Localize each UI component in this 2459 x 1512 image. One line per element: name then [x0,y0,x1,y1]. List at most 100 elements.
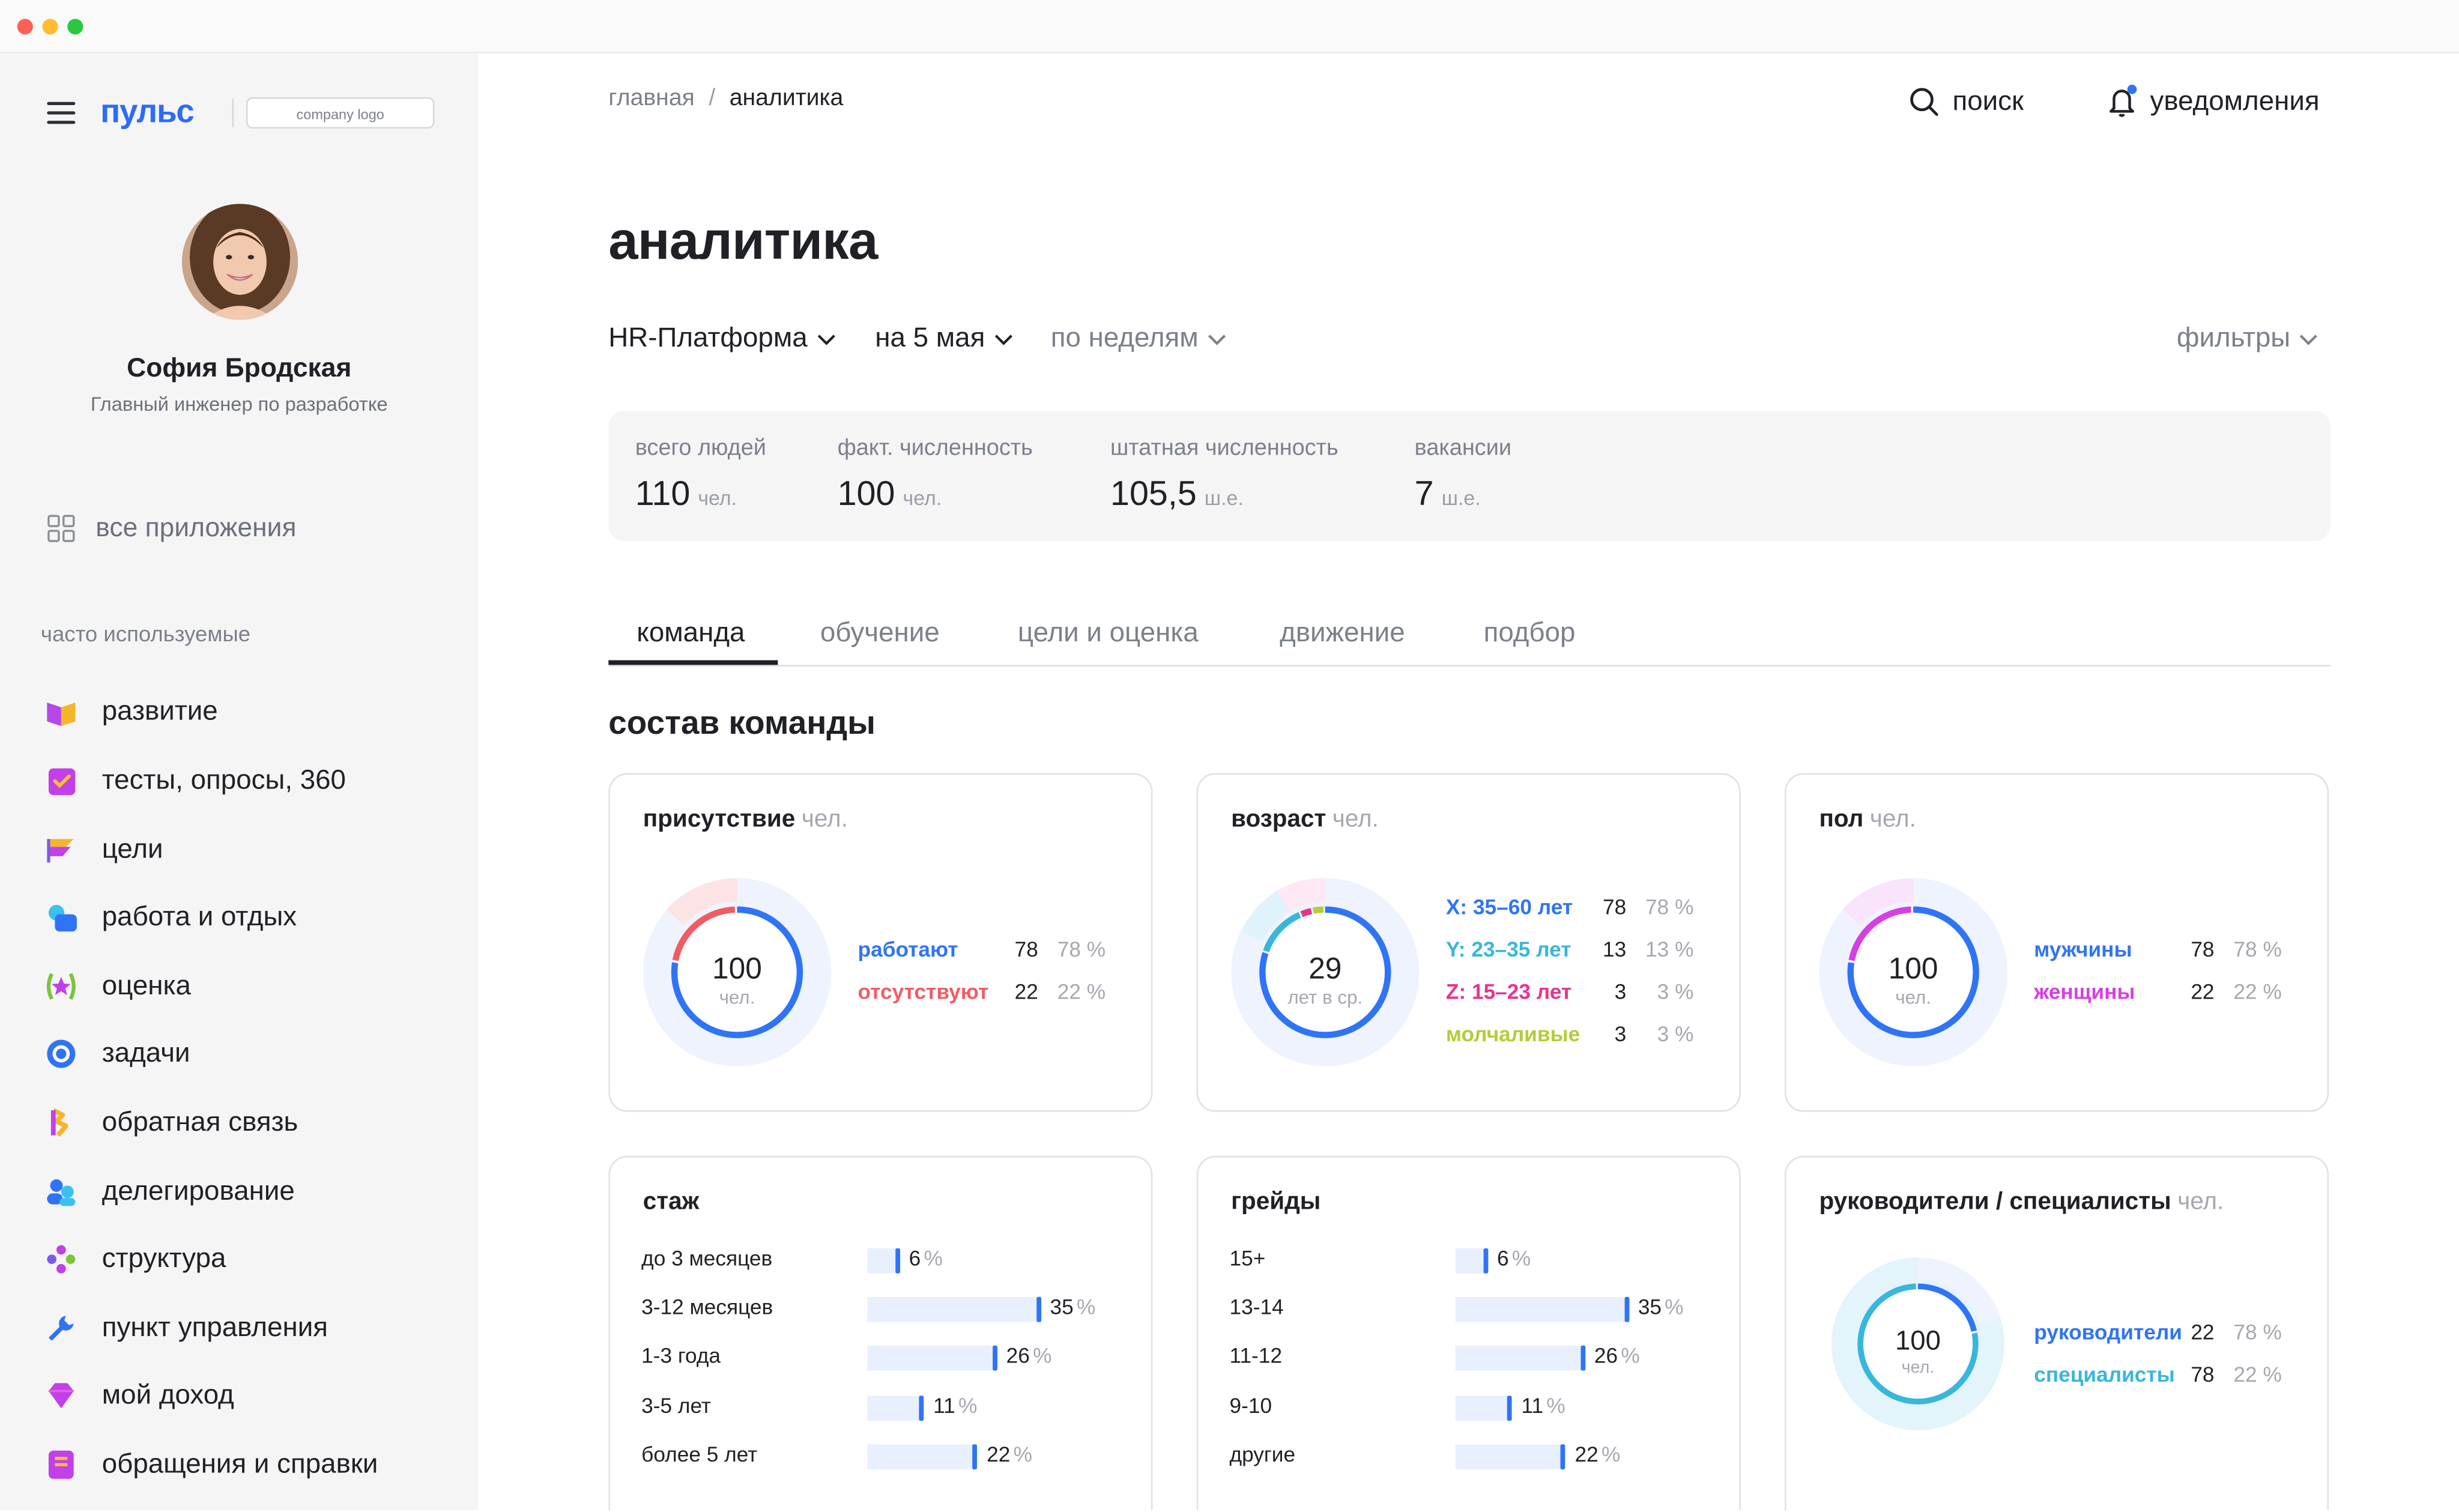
diamond-icon [48,1383,74,1409]
chevron-down-icon [1208,334,1226,345]
sidebar-item-control-point[interactable]: пункт управления [44,1310,452,1347]
check-square-icon [48,768,76,796]
sidebar-item-tests[interactable]: тесты, опросы, 360 [44,762,452,800]
stat-actual-headcount: факт. численность 100 чел. [838,436,1033,515]
bell-icon [2109,85,2137,117]
gender-donut: 100 чел. [1819,878,2007,1066]
book-icon [47,702,76,727]
presence-center-value: 100 [712,952,762,985]
legend-age-silent: молчаливые 3 3 % [1445,1022,1694,1046]
sidebar-item-tasks[interactable]: задачи [44,1035,452,1073]
sidebar-item-label: задачи [101,1036,190,1068]
date-select[interactable]: на 5 мая [875,321,1013,359]
date-select-value: на 5 мая [875,321,985,353]
weather-icon [48,904,77,932]
flag-icon [47,839,74,863]
tenure-bar-value: 6% [909,1247,943,1271]
sidebar-item-label: работа и отдых [101,900,297,932]
minimize-window-button[interactable] [42,19,58,35]
avatar[interactable] [181,204,298,320]
menu-icon[interactable] [47,101,76,124]
sidebar-item-goals[interactable]: цели [44,831,452,869]
breadcrumb-home[interactable]: главная [608,85,695,112]
stat-unit: чел. [903,486,942,510]
presence-card-title: присутствие чел. [643,806,848,833]
grades-bar [1455,1248,1488,1274]
period-select[interactable]: по неделям [1051,321,1227,359]
legend-men: мужчины 78 78 % [2034,937,2282,961]
legend-working: работают 78 78 % [857,937,1106,961]
sidebar-item-delegation[interactable]: делегирование [44,1173,452,1211]
sidebar-item-label: структура [101,1242,226,1274]
feedback-icon [50,1108,68,1137]
stat-unit: чел. [698,486,737,510]
gender-outer-accent [1842,878,1914,925]
tab-goals-evaluation[interactable]: цели и оценка [1017,616,1199,648]
tenure-bar [867,1444,978,1470]
sidebar-item-label: обратная связь [101,1105,298,1137]
structure-icon [47,1245,76,1274]
sidebar-item-requests[interactable]: обращения и справки [44,1446,452,1484]
filters-select[interactable]: фильтры [2177,321,2318,359]
managers-card-title: руководители / специалисты чел. [1819,1188,2224,1215]
document-icon [48,1450,74,1479]
search-icon [1910,88,1938,116]
stat-unit: ш.е. [1204,486,1244,510]
grades-bar-value: 11% [1521,1394,1565,1418]
grades-bar [1455,1296,1629,1322]
age-donut: 29 лет в ср. [1231,878,1420,1066]
stat-unit: ш.е. [1441,486,1481,510]
tab-movement[interactable]: движение [1280,616,1405,648]
stats-panel: всего людей 110 чел. факт. численность 10… [608,411,2330,542]
tenure-card-title: стаж [643,1188,700,1215]
brand-logo[interactable]: пульс [100,94,195,130]
legend-specialists: специалисты 78 22 % [2034,1362,2282,1387]
stat-value: 100 [837,473,895,513]
age-card-title: возраст чел. [1231,806,1379,833]
user-role: Главный инженер по разработке [90,393,388,416]
gender-card: пол чел. 100 чел. мужчины 78 78 % женщины… [1785,773,2329,1112]
tab-training[interactable]: обучение [820,616,940,648]
user-name: София Бродская [127,352,352,383]
chevron-down-icon [2300,334,2318,345]
grades-bar-value: 22% [1574,1442,1621,1466]
breadcrumb-separator: / [709,85,716,112]
sidebar-item-work-rest[interactable]: работа и отдых [44,898,452,936]
sidebar-item-feedback[interactable]: обратная связь [44,1104,452,1142]
sidebar-item-label: развитие [101,694,218,727]
tab-team[interactable]: команда [637,616,745,648]
tab-recruiting[interactable]: подбор [1483,616,1576,648]
age-card: возраст чел. 29 лет в ср. X: 35–60 лет 78… [1196,773,1741,1112]
all-apps-label: все приложения [95,512,297,543]
search-label: поиск [1952,85,2024,116]
sidebar-item-label: обращения и справки [101,1447,378,1479]
tenure-bar [867,1296,1041,1322]
managers-donut: 100 чел. [1831,1257,2004,1430]
age-segment-x [1259,906,1391,1038]
sidebar-item-structure[interactable]: структура [44,1241,452,1278]
grades-bar-value: 6% [1497,1247,1531,1271]
gender-center-value: 100 [1889,952,1938,985]
presence-outer-accent [666,878,737,925]
grades-bar [1455,1444,1565,1470]
sidebar-item-evaluation[interactable]: оценка [44,967,452,1005]
active-tab-indicator [608,660,778,665]
tenure-bar [867,1345,997,1371]
platform-select[interactable]: HR-Платформа [608,321,835,359]
stat-vacancies: вакансии 7 ш.е. [1415,436,1511,515]
sidebar-item-income[interactable]: мой доход [44,1377,452,1415]
legend-age-y: Y: 23–35 лет 13 13 % [1445,937,1694,961]
grid-icon [47,515,75,542]
stat-value: 7 [1414,473,1434,513]
presence-center-label: чел. [719,987,755,1008]
tabs: команда обучение цели и оценка движение … [608,608,2330,667]
maximize-window-button[interactable] [67,19,83,35]
sidebar-item-development[interactable]: развитие [44,693,452,731]
close-window-button[interactable] [17,19,33,35]
grades-row: 15+ 6% [1229,1244,1699,1275]
company-logo: company logo [246,97,435,129]
stat-total-people: всего людей 110 чел. [635,436,766,515]
people-icon [47,1179,76,1206]
sidebar-item-label: пункт управления [101,1311,328,1343]
